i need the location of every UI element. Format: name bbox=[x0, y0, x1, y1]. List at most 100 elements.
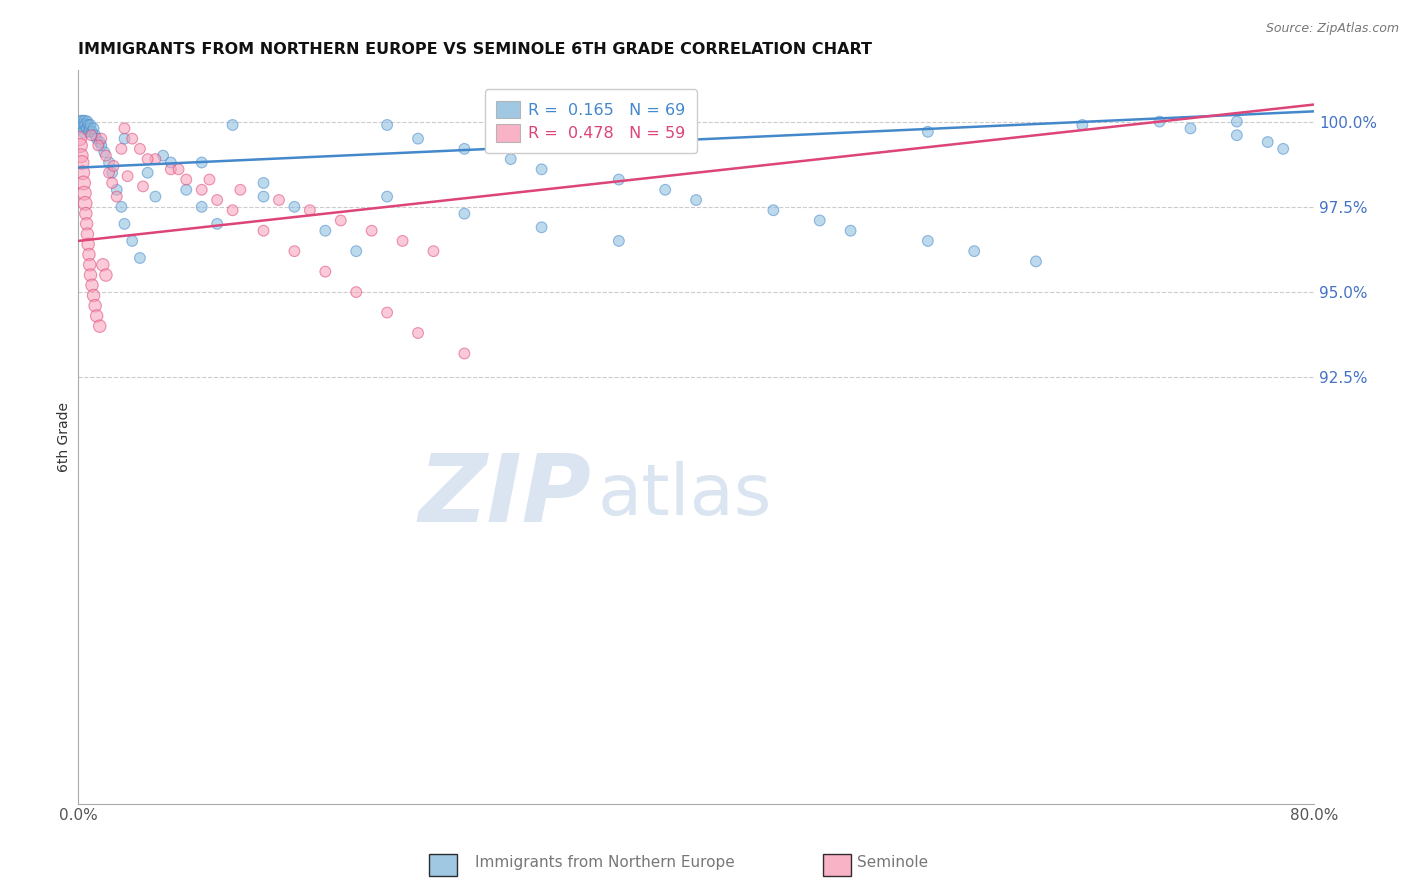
Point bbox=[1149, 114, 1171, 128]
Point bbox=[314, 265, 336, 279]
Point bbox=[91, 258, 114, 272]
Point bbox=[89, 319, 111, 334]
Point bbox=[110, 200, 132, 214]
Point bbox=[198, 172, 221, 186]
Text: Source: ZipAtlas.com: Source: ZipAtlas.com bbox=[1265, 22, 1399, 36]
Point bbox=[114, 121, 136, 136]
Point bbox=[360, 224, 382, 238]
Text: ZIP: ZIP bbox=[418, 450, 591, 541]
Point bbox=[422, 244, 444, 259]
Point bbox=[159, 162, 181, 177]
Point bbox=[76, 227, 98, 241]
Point bbox=[190, 183, 212, 197]
Point bbox=[77, 247, 100, 261]
Point bbox=[69, 138, 91, 153]
Point bbox=[121, 131, 143, 145]
Point bbox=[406, 326, 429, 340]
Point bbox=[252, 176, 274, 190]
Point bbox=[174, 172, 197, 186]
Point bbox=[136, 152, 159, 166]
Point bbox=[453, 142, 475, 156]
Point bbox=[75, 207, 97, 221]
Point bbox=[190, 200, 212, 214]
Point bbox=[1257, 135, 1279, 149]
Point bbox=[145, 152, 167, 166]
Point bbox=[77, 125, 100, 139]
Point bbox=[70, 155, 93, 169]
Point bbox=[406, 131, 429, 145]
Point bbox=[808, 213, 831, 227]
Point bbox=[344, 244, 367, 259]
Point bbox=[167, 162, 190, 177]
Point bbox=[917, 125, 939, 139]
Point bbox=[685, 193, 707, 207]
Point bbox=[80, 125, 103, 139]
Point bbox=[76, 217, 98, 231]
Point bbox=[132, 179, 155, 194]
Point bbox=[69, 118, 91, 132]
Point bbox=[121, 234, 143, 248]
Point bbox=[87, 138, 110, 153]
Point bbox=[453, 207, 475, 221]
Point bbox=[391, 234, 413, 248]
Point bbox=[1071, 118, 1094, 132]
Point bbox=[83, 121, 105, 136]
Point bbox=[190, 155, 212, 169]
Point bbox=[252, 189, 274, 203]
Point bbox=[283, 200, 305, 214]
Point bbox=[375, 189, 398, 203]
Point bbox=[73, 125, 96, 139]
Point bbox=[530, 162, 553, 177]
Point bbox=[86, 309, 108, 323]
Point bbox=[86, 131, 108, 145]
Point bbox=[654, 183, 676, 197]
Point bbox=[101, 166, 124, 180]
Point bbox=[90, 131, 112, 145]
Point bbox=[174, 183, 197, 197]
Point bbox=[105, 183, 128, 197]
Point bbox=[72, 118, 94, 132]
Point bbox=[221, 118, 243, 132]
Point bbox=[70, 149, 93, 163]
Point bbox=[499, 152, 522, 166]
Text: Immigrants from Northern Europe: Immigrants from Northern Europe bbox=[475, 855, 734, 870]
Point bbox=[70, 114, 93, 128]
Point bbox=[75, 118, 97, 132]
Point bbox=[117, 169, 139, 183]
Point bbox=[205, 193, 228, 207]
Text: atlas: atlas bbox=[598, 461, 772, 530]
Point bbox=[72, 166, 94, 180]
Point bbox=[298, 203, 321, 218]
Point bbox=[80, 128, 103, 143]
Point bbox=[129, 251, 152, 265]
Point bbox=[159, 155, 181, 169]
Point bbox=[205, 217, 228, 231]
Point bbox=[73, 186, 96, 201]
Point bbox=[105, 189, 128, 203]
Point bbox=[80, 278, 103, 293]
Point bbox=[839, 224, 862, 238]
Point bbox=[94, 149, 117, 163]
Point bbox=[84, 128, 107, 143]
Point bbox=[79, 268, 101, 282]
Point bbox=[94, 268, 117, 282]
Point bbox=[114, 217, 136, 231]
Point bbox=[221, 203, 243, 218]
Point bbox=[98, 155, 121, 169]
Point bbox=[152, 149, 174, 163]
Point bbox=[72, 114, 94, 128]
Point bbox=[267, 193, 290, 207]
Point bbox=[1025, 254, 1047, 268]
Point bbox=[83, 288, 105, 302]
Point bbox=[252, 224, 274, 238]
Point bbox=[344, 285, 367, 299]
Point bbox=[917, 234, 939, 248]
Point bbox=[93, 145, 115, 160]
Point bbox=[453, 346, 475, 360]
Y-axis label: 6th Grade: 6th Grade bbox=[58, 402, 72, 472]
Point bbox=[90, 138, 112, 153]
Point bbox=[375, 118, 398, 132]
Point bbox=[79, 258, 101, 272]
Point bbox=[329, 213, 352, 227]
Point bbox=[314, 224, 336, 238]
